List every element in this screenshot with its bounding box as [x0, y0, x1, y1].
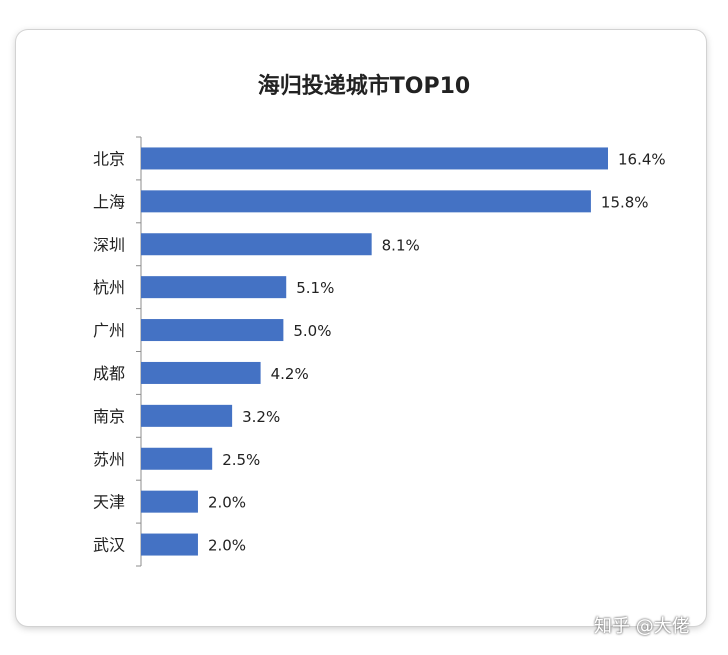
- bar: [141, 276, 287, 299]
- data-label: 16.4%: [618, 150, 666, 168]
- data-label: 5.1%: [296, 279, 334, 297]
- category-label: 上海: [93, 192, 125, 211]
- data-label: 8.1%: [382, 236, 420, 254]
- category-label: 苏州: [93, 450, 125, 469]
- category-label: 北京: [93, 149, 125, 168]
- chart-card: [16, 30, 706, 626]
- bar: [141, 233, 372, 256]
- bar: [141, 190, 591, 213]
- category-label: 天津: [93, 493, 125, 512]
- bar: [141, 533, 198, 556]
- data-label: 2.5%: [222, 451, 260, 469]
- watermark: 知乎 @大佬: [594, 616, 690, 637]
- chart-title: 海归投递城市TOP10: [257, 74, 471, 99]
- data-label: 4.2%: [271, 365, 309, 383]
- category-label: 成都: [93, 364, 125, 383]
- data-label: 2.0%: [208, 494, 246, 512]
- data-label: 15.8%: [601, 193, 649, 211]
- data-label: 2.0%: [208, 537, 246, 555]
- category-label: 广州: [93, 321, 125, 340]
- bar: [141, 404, 233, 427]
- bar: [141, 490, 198, 513]
- category-label: 杭州: [93, 278, 125, 297]
- bar: [141, 447, 213, 470]
- category-label: 南京: [93, 407, 125, 426]
- category-label: 深圳: [93, 235, 125, 254]
- bar: [141, 147, 608, 170]
- category-label: 武汉: [93, 536, 125, 555]
- data-label: 3.2%: [242, 408, 280, 426]
- data-label: 5.0%: [293, 322, 331, 340]
- bar: [141, 319, 284, 342]
- bar: [141, 361, 261, 384]
